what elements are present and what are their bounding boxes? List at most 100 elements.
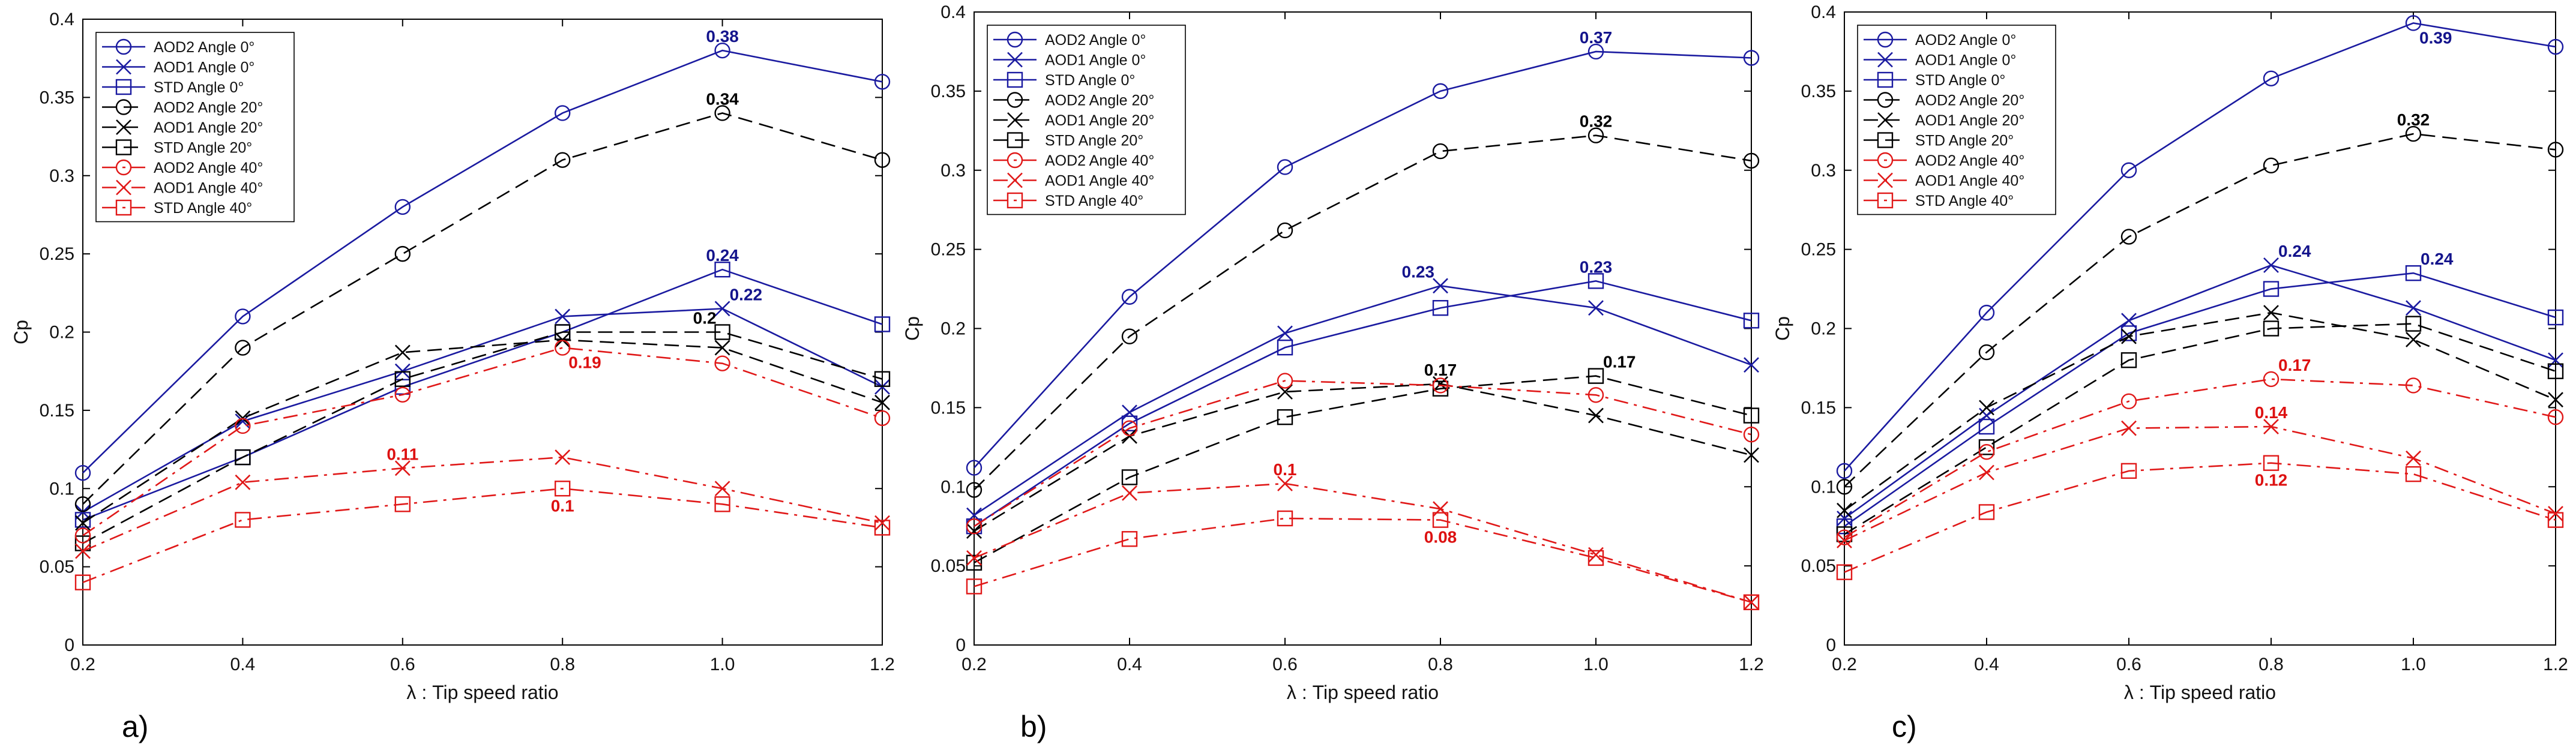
legend-entry: AOD1 Angle 20° — [1045, 112, 1154, 129]
data-point — [1122, 485, 1137, 501]
legend-marker — [1877, 172, 1893, 188]
legend-entry: STD Angle 40° — [154, 200, 252, 217]
legend-marker — [1877, 132, 1894, 148]
y-tick-label: 0.4 — [49, 10, 74, 29]
legend-marker — [1877, 112, 1893, 128]
data-label: 0.17 — [2278, 356, 2311, 374]
legend-entry: AOD2 Angle 40° — [154, 160, 263, 176]
data-point — [1744, 447, 1759, 463]
legend-entry: AOD2 Angle 0° — [1915, 32, 2016, 49]
data-point — [874, 371, 891, 387]
data-point — [2263, 257, 2279, 273]
data-point — [1121, 415, 1138, 431]
data-point — [2120, 352, 2137, 368]
data-point — [1837, 502, 1852, 518]
data-point — [235, 418, 251, 434]
series-aod1-angle-20-deg — [75, 332, 890, 531]
data-point — [74, 464, 91, 481]
data-point — [2405, 15, 2422, 31]
legend-marker — [115, 99, 132, 115]
data-point — [2547, 512, 2564, 528]
data-point — [1978, 418, 1995, 435]
legend-entry: STD Angle 20° — [1045, 133, 1143, 149]
data-label: 0.2 — [693, 309, 717, 328]
series-line — [974, 375, 1752, 563]
data-point — [1978, 444, 1995, 460]
data-point — [1121, 531, 1138, 547]
x-tick-label: 1.2 — [870, 655, 895, 674]
data-point — [1587, 550, 1604, 566]
data-point — [2547, 142, 2564, 158]
series-line — [974, 383, 1752, 532]
series-line — [82, 49, 883, 474]
data-point — [394, 199, 411, 215]
data-point — [555, 105, 571, 121]
chart-panel-3: 0.2 0.4 0.6 0.8 1.0 1.2 0 0.05 0.1 0.15 0.2 0.25 0.3… — [1772, 2, 2568, 743]
legend-marker — [1877, 192, 1894, 209]
series-line — [82, 331, 883, 544]
data-point — [874, 410, 891, 427]
legend-entry: AOD1 Angle 40° — [1915, 173, 2024, 190]
data-point — [2406, 300, 2421, 316]
panel-label: c) — [1892, 710, 1917, 743]
data-point — [2547, 409, 2564, 425]
data-point — [1432, 300, 1449, 316]
legend-marker — [1007, 71, 1023, 88]
legend-box — [987, 25, 1186, 215]
chart-panel-1: 0.2 0.4 0.6 0.8 1.0 1.2 0 0.05 0.1 0.15 0.2 0.25 0.3… — [10, 10, 895, 743]
data-point — [235, 449, 251, 466]
data-point — [555, 481, 571, 497]
data-point — [1588, 407, 1604, 424]
data-label: 0.39 — [2419, 28, 2452, 47]
data-point — [966, 523, 982, 539]
data-point — [1979, 464, 1994, 481]
y-tick-label: 0.05 — [1801, 556, 1836, 576]
series-aod2-angle-0-deg — [74, 42, 891, 481]
data-label: 0.24 — [2278, 242, 2311, 260]
y-tick-label: 0.2 — [49, 323, 74, 343]
legend-entry: AOD2 Angle 20° — [154, 100, 263, 116]
data-label: 0.38 — [706, 27, 739, 46]
legend-marker — [1877, 92, 1894, 108]
data-point — [2120, 162, 2137, 178]
data-point — [74, 496, 91, 512]
data-point — [2120, 325, 2137, 341]
legend-marker — [115, 38, 132, 55]
x-tick-label: 0.8 — [1428, 655, 1453, 674]
data-point — [966, 518, 983, 535]
x-tick-label: 0.8 — [550, 655, 575, 674]
data-point — [714, 301, 730, 317]
data-point — [235, 340, 251, 356]
data-point — [1121, 289, 1138, 305]
data-point — [1979, 407, 1994, 424]
series-aod2-angle-0-deg — [966, 43, 1760, 476]
data-point — [1433, 278, 1448, 294]
data-point — [874, 515, 890, 531]
data-point — [75, 515, 91, 531]
data-point — [1743, 427, 1760, 443]
x-tick-label: 0.8 — [2259, 655, 2284, 674]
data-point — [394, 460, 411, 476]
legend-marker — [1007, 192, 1023, 209]
data-label: 0.24 — [706, 246, 739, 265]
data-point — [555, 152, 571, 168]
data-label: 0.12 — [2255, 471, 2288, 490]
data-point — [874, 520, 891, 536]
series-aod1-angle-20-deg — [1837, 305, 2563, 518]
series-line — [1844, 378, 2556, 538]
data-point — [1121, 469, 1138, 485]
data-point — [235, 474, 251, 490]
legend-marker — [115, 159, 132, 176]
data-label: 0.1 — [1274, 460, 1297, 479]
x-tick-label: 0.6 — [390, 655, 415, 674]
legend-marker — [115, 79, 132, 95]
series-aod2-angle-20-deg — [966, 127, 1760, 498]
y-tick-label: 0.05 — [931, 556, 966, 576]
y-tick-label: 0.35 — [1801, 82, 1836, 101]
legend-marker — [116, 119, 131, 135]
data-point — [2263, 320, 2280, 337]
data-point — [74, 527, 91, 544]
data-label: 0.23 — [1580, 257, 1613, 276]
legend-entry: AOD1 Angle 0° — [1915, 52, 2016, 69]
data-point — [394, 344, 411, 361]
